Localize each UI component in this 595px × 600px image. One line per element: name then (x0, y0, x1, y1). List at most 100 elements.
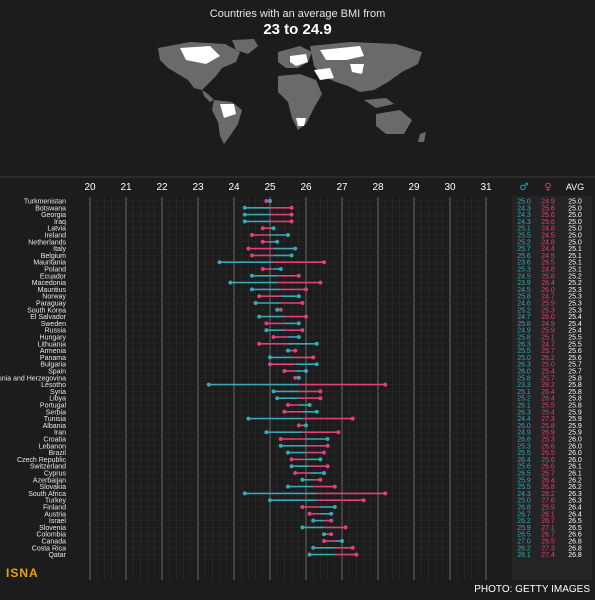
female-value: 24.8 (541, 239, 555, 246)
female-point (293, 375, 298, 380)
male-point (304, 423, 308, 428)
country-label: Bosnia and Herzegovina (0, 375, 66, 382)
avg-value: 25.3 (568, 287, 582, 294)
male-value: 26.6 (517, 437, 531, 444)
male-point (268, 199, 272, 203)
avg-value: 25.0 (568, 239, 582, 246)
avg-value: 25.9 (568, 416, 582, 423)
male-value: 23.9 (517, 280, 531, 287)
male-value: 26.0 (517, 423, 531, 430)
country-label: Latvia (47, 226, 66, 233)
female-value: 25.3 (541, 437, 555, 444)
country-label: Poland (44, 267, 66, 274)
female-value: 27.1 (541, 525, 555, 532)
country-label: Turkmenistan (24, 199, 66, 206)
female-point (289, 219, 294, 224)
female-point (282, 369, 287, 373)
male-point (242, 205, 247, 210)
female-point (278, 437, 283, 441)
male-value: 24.9 (517, 430, 531, 437)
female-value: 26.6 (541, 464, 555, 471)
avg-value: 25.7 (568, 362, 582, 369)
male-value: 25.9 (517, 477, 531, 484)
country-label: Botswana (35, 205, 66, 212)
female-value: 25.6 (541, 457, 555, 464)
country-label: Armenia (40, 348, 66, 355)
avg-value: 25.0 (568, 233, 582, 240)
female-value: 26.1 (541, 511, 555, 518)
female-value: 25.8 (541, 423, 555, 430)
avg-value: 26.0 (568, 443, 582, 450)
male-point (275, 239, 280, 244)
male-value: 26.8 (517, 505, 531, 512)
country-label: Qatar (48, 552, 66, 559)
female-point (293, 471, 298, 475)
country-label: Sweden (41, 321, 66, 328)
avg-value: 25.0 (568, 219, 582, 226)
female-point (343, 525, 348, 530)
country-label: Slovenia (39, 525, 66, 532)
male-value: 26.4 (517, 457, 531, 464)
country-label: Lebanon (39, 443, 66, 450)
female-value: 27.3 (541, 545, 555, 552)
male-point (246, 416, 251, 421)
country-label: Israel (49, 518, 67, 525)
female-point (286, 403, 290, 407)
female-point (350, 416, 355, 421)
female-value: 25.0 (541, 362, 555, 369)
avg-value: 26.0 (568, 437, 582, 444)
male-point (296, 375, 301, 380)
male-value: 25.5 (517, 348, 531, 355)
female-value: 28.2 (541, 382, 555, 389)
avg-value: 25.9 (568, 409, 582, 416)
female-point (350, 545, 355, 550)
male-point (250, 273, 254, 278)
male-value: 26.1 (517, 552, 531, 559)
female-value: 25.9 (541, 505, 555, 512)
country-label: Netherlands (28, 239, 66, 246)
country-label: Belgium (41, 253, 66, 260)
avg-value: 25.4 (568, 321, 582, 328)
male-value: 25.7 (517, 246, 531, 253)
highlight-middle-east-shape (314, 68, 334, 80)
female-value: 26.4 (541, 477, 555, 484)
male-point (275, 307, 280, 312)
female-point (250, 233, 254, 237)
female-point (383, 491, 388, 496)
female-point (304, 314, 308, 319)
male-point (264, 328, 269, 333)
male-value: 26.7 (517, 511, 531, 518)
highlight-russia-shape (320, 46, 364, 60)
male-value: 26.3 (517, 409, 531, 416)
female-header: ♀ (544, 182, 551, 193)
male-point (264, 430, 269, 435)
country-label: Albania (43, 423, 66, 430)
female-value: 26.0 (541, 287, 555, 294)
male-point (271, 226, 276, 231)
country-label: Russia (45, 328, 67, 335)
male-value: 25.0 (517, 498, 531, 505)
avg-value: 26.4 (568, 505, 582, 512)
avg-value: 25.0 (568, 226, 582, 233)
avg-value: 25.2 (568, 273, 582, 280)
female-point (264, 321, 269, 326)
country-label: Tunisia (44, 416, 66, 423)
country-label: Iran (54, 430, 66, 437)
country-label: Macedonia (32, 280, 66, 287)
x-tick-label: 30 (444, 182, 456, 193)
avg-value: 25.1 (568, 253, 582, 260)
male-point (286, 450, 290, 455)
country-label: Canada (41, 539, 66, 546)
avg-value: 25.0 (568, 212, 582, 219)
country-label: Lesotho (41, 382, 66, 389)
chart-title-line2: 23 to 24.9 (263, 21, 332, 38)
male-value: 25.2 (517, 239, 531, 246)
female-point (289, 205, 294, 210)
male-value: 25.8 (517, 321, 531, 328)
male-point (300, 477, 305, 482)
male-value: 26.3 (517, 341, 531, 348)
male-value: 23.6 (517, 260, 531, 267)
male-value: 25.0 (517, 199, 531, 206)
male-point (296, 294, 301, 299)
x-tick-label: 25 (264, 182, 276, 193)
